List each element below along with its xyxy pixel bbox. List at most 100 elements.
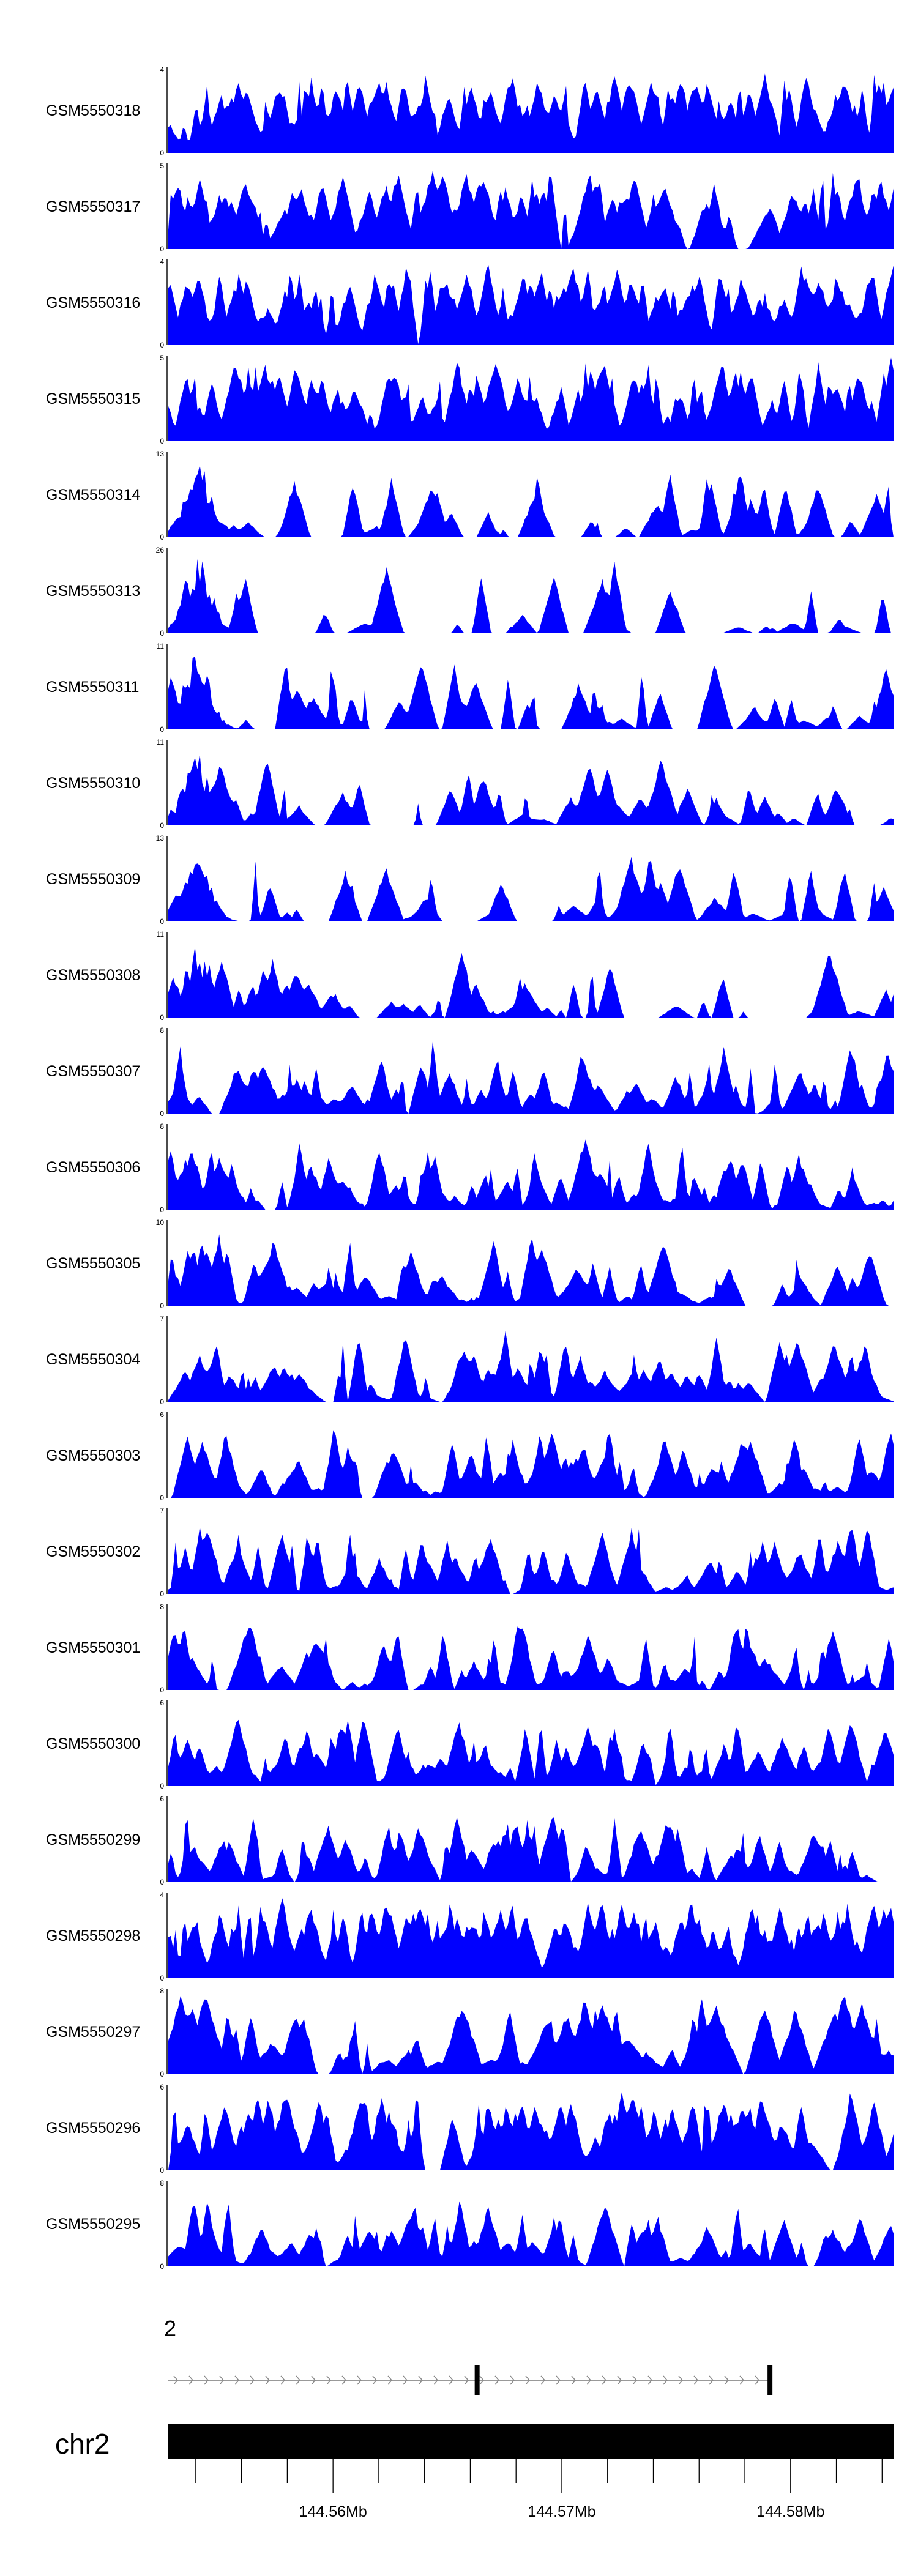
strand-arrow xyxy=(357,2375,362,2385)
track-ymin-label: 0 xyxy=(160,1590,164,1598)
strand-arrow xyxy=(709,2375,714,2385)
strand-arrow xyxy=(265,2375,270,2385)
track-ymin-label: 0 xyxy=(160,821,164,830)
track-label: GSM5550300 xyxy=(46,1735,140,1752)
coverage-area xyxy=(168,357,894,441)
axis-tick-label: 144.58Mb xyxy=(756,2503,824,2520)
track-label: GSM5550304 xyxy=(46,1351,140,1368)
track-ymax-label: 4 xyxy=(160,258,164,266)
coverage-area xyxy=(168,465,894,537)
track-ymax-label: 8 xyxy=(160,1603,164,1611)
track-label: GSM5550305 xyxy=(46,1255,140,1272)
track-label: GSM5550310 xyxy=(46,775,140,792)
track-ymin-label: 0 xyxy=(160,629,164,638)
track-GSM5550313: GSM5550313 26 0 xyxy=(46,546,894,638)
track-GSM5550305: GSM5550305 10 0 xyxy=(46,1218,894,1310)
track-label: GSM5550303 xyxy=(46,1447,140,1464)
track-GSM5550304: GSM5550304 7 0 xyxy=(46,1314,894,1406)
chromosome-axis: chr2 144.56Mb 144.57Mb 144.58Mb xyxy=(55,2424,894,2520)
coverage-area xyxy=(168,1331,894,1402)
coverage-area xyxy=(168,1527,894,1594)
strand-arrow xyxy=(372,2375,377,2385)
track-GSM5550307: GSM5550307 8 0 xyxy=(46,1026,894,1118)
track-ymin-label: 0 xyxy=(160,2166,164,2175)
strand-arrow xyxy=(418,2375,423,2385)
coverage-area xyxy=(168,656,894,729)
coverage-area xyxy=(168,1430,894,1498)
axis-ticks: 144.56Mb 144.57Mb 144.58Mb xyxy=(195,2459,883,2520)
strand-arrow xyxy=(449,2375,453,2385)
coverage-area xyxy=(168,1996,894,2074)
track-label: GSM5550302 xyxy=(46,1543,140,1560)
strand-arrow xyxy=(617,2375,622,2385)
track-GSM5550302: GSM5550302 7 0 xyxy=(46,1506,894,1598)
strand-arrow xyxy=(387,2375,392,2385)
track-ymax-label: 13 xyxy=(156,450,165,458)
track-label: GSM5550306 xyxy=(46,1159,140,1176)
gene-exon xyxy=(474,2365,480,2395)
coverage-area xyxy=(168,1898,894,1978)
strand-arrow xyxy=(678,2375,683,2385)
track-label: GSM5550313 xyxy=(46,583,140,600)
track-ymin-label: 0 xyxy=(160,1974,164,1982)
track-GSM5550297: GSM5550297 8 0 xyxy=(46,1987,894,2079)
track-ymin-label: 0 xyxy=(160,1398,164,1406)
coverage-area xyxy=(168,857,894,921)
track-GSM5550301: GSM5550301 8 0 xyxy=(46,1603,894,1694)
strand-arrow xyxy=(433,2375,438,2385)
coverage-area xyxy=(168,1234,894,1306)
axis-tick-label: 144.56Mb xyxy=(299,2503,367,2520)
chromosome-label: chr2 xyxy=(55,2428,110,2460)
track-ymax-label: 11 xyxy=(157,930,165,939)
strand-arrow xyxy=(341,2375,346,2385)
track-label: GSM5550317 xyxy=(46,198,140,215)
strand-arrow xyxy=(693,2375,698,2385)
track-ymin-label: 0 xyxy=(160,1782,164,1790)
track-label: GSM5550307 xyxy=(46,1063,140,1080)
gene-exons xyxy=(474,2365,773,2395)
strand-arrow xyxy=(739,2375,744,2385)
coverage-area xyxy=(168,753,894,825)
strand-arrow xyxy=(479,2375,484,2385)
track-ymax-label: 13 xyxy=(156,834,165,843)
track-GSM5550317: GSM5550317 5 0 xyxy=(46,162,894,253)
chromosome-bar xyxy=(168,2424,894,2459)
track-label: GSM5550311 xyxy=(46,679,139,696)
track-ymin-label: 0 xyxy=(160,917,164,926)
track-label: GSM5550309 xyxy=(46,871,140,888)
track-ymin-label: 0 xyxy=(160,2262,164,2271)
track-GSM5550318: GSM5550318 4 0 xyxy=(46,65,894,157)
coverage-tracks: GSM555031840GSM555031750GSM555031640GSM5… xyxy=(46,65,894,2271)
track-GSM5550316: GSM5550316 4 0 xyxy=(46,258,894,349)
coverage-area xyxy=(168,171,894,249)
strand-arrow xyxy=(556,2375,561,2385)
coverage-area xyxy=(168,1041,894,1114)
strand-arrow xyxy=(311,2375,316,2385)
track-ymin-label: 0 xyxy=(160,1494,164,1502)
track-ymax-label: 11 xyxy=(157,642,165,650)
track-ymax-label: 4 xyxy=(160,1891,164,1899)
track-ymin-label: 0 xyxy=(160,2070,164,2079)
strand-arrow xyxy=(464,2375,469,2385)
track-label: GSM5550295 xyxy=(46,2216,140,2233)
track-label: GSM5550314 xyxy=(46,486,140,504)
strand-arrow xyxy=(602,2375,606,2385)
track-GSM5550299: GSM5550299 6 0 xyxy=(46,1795,894,1886)
track-GSM5550295: GSM5550295 8 0 xyxy=(46,2179,894,2271)
coverage-area xyxy=(168,2091,894,2170)
strand-arrow xyxy=(188,2375,193,2385)
track-GSM5550315: GSM5550315 5 0 xyxy=(46,354,894,445)
coverage-area xyxy=(168,73,894,153)
track-label: GSM5550299 xyxy=(46,1831,140,1848)
track-ymin-label: 0 xyxy=(160,245,164,253)
coverage-area xyxy=(168,1139,894,1210)
track-ymin-label: 0 xyxy=(160,1686,164,1694)
gene-track-label: 2 xyxy=(164,2316,176,2341)
track-label: GSM5550316 xyxy=(46,294,140,311)
axis-tick-label: 144.57Mb xyxy=(528,2503,595,2520)
coverage-area xyxy=(168,1626,894,1690)
strand-arrow xyxy=(204,2375,209,2385)
track-GSM5550311: GSM5550311 11 0 xyxy=(46,642,894,734)
track-ymax-label: 7 xyxy=(160,1506,164,1515)
